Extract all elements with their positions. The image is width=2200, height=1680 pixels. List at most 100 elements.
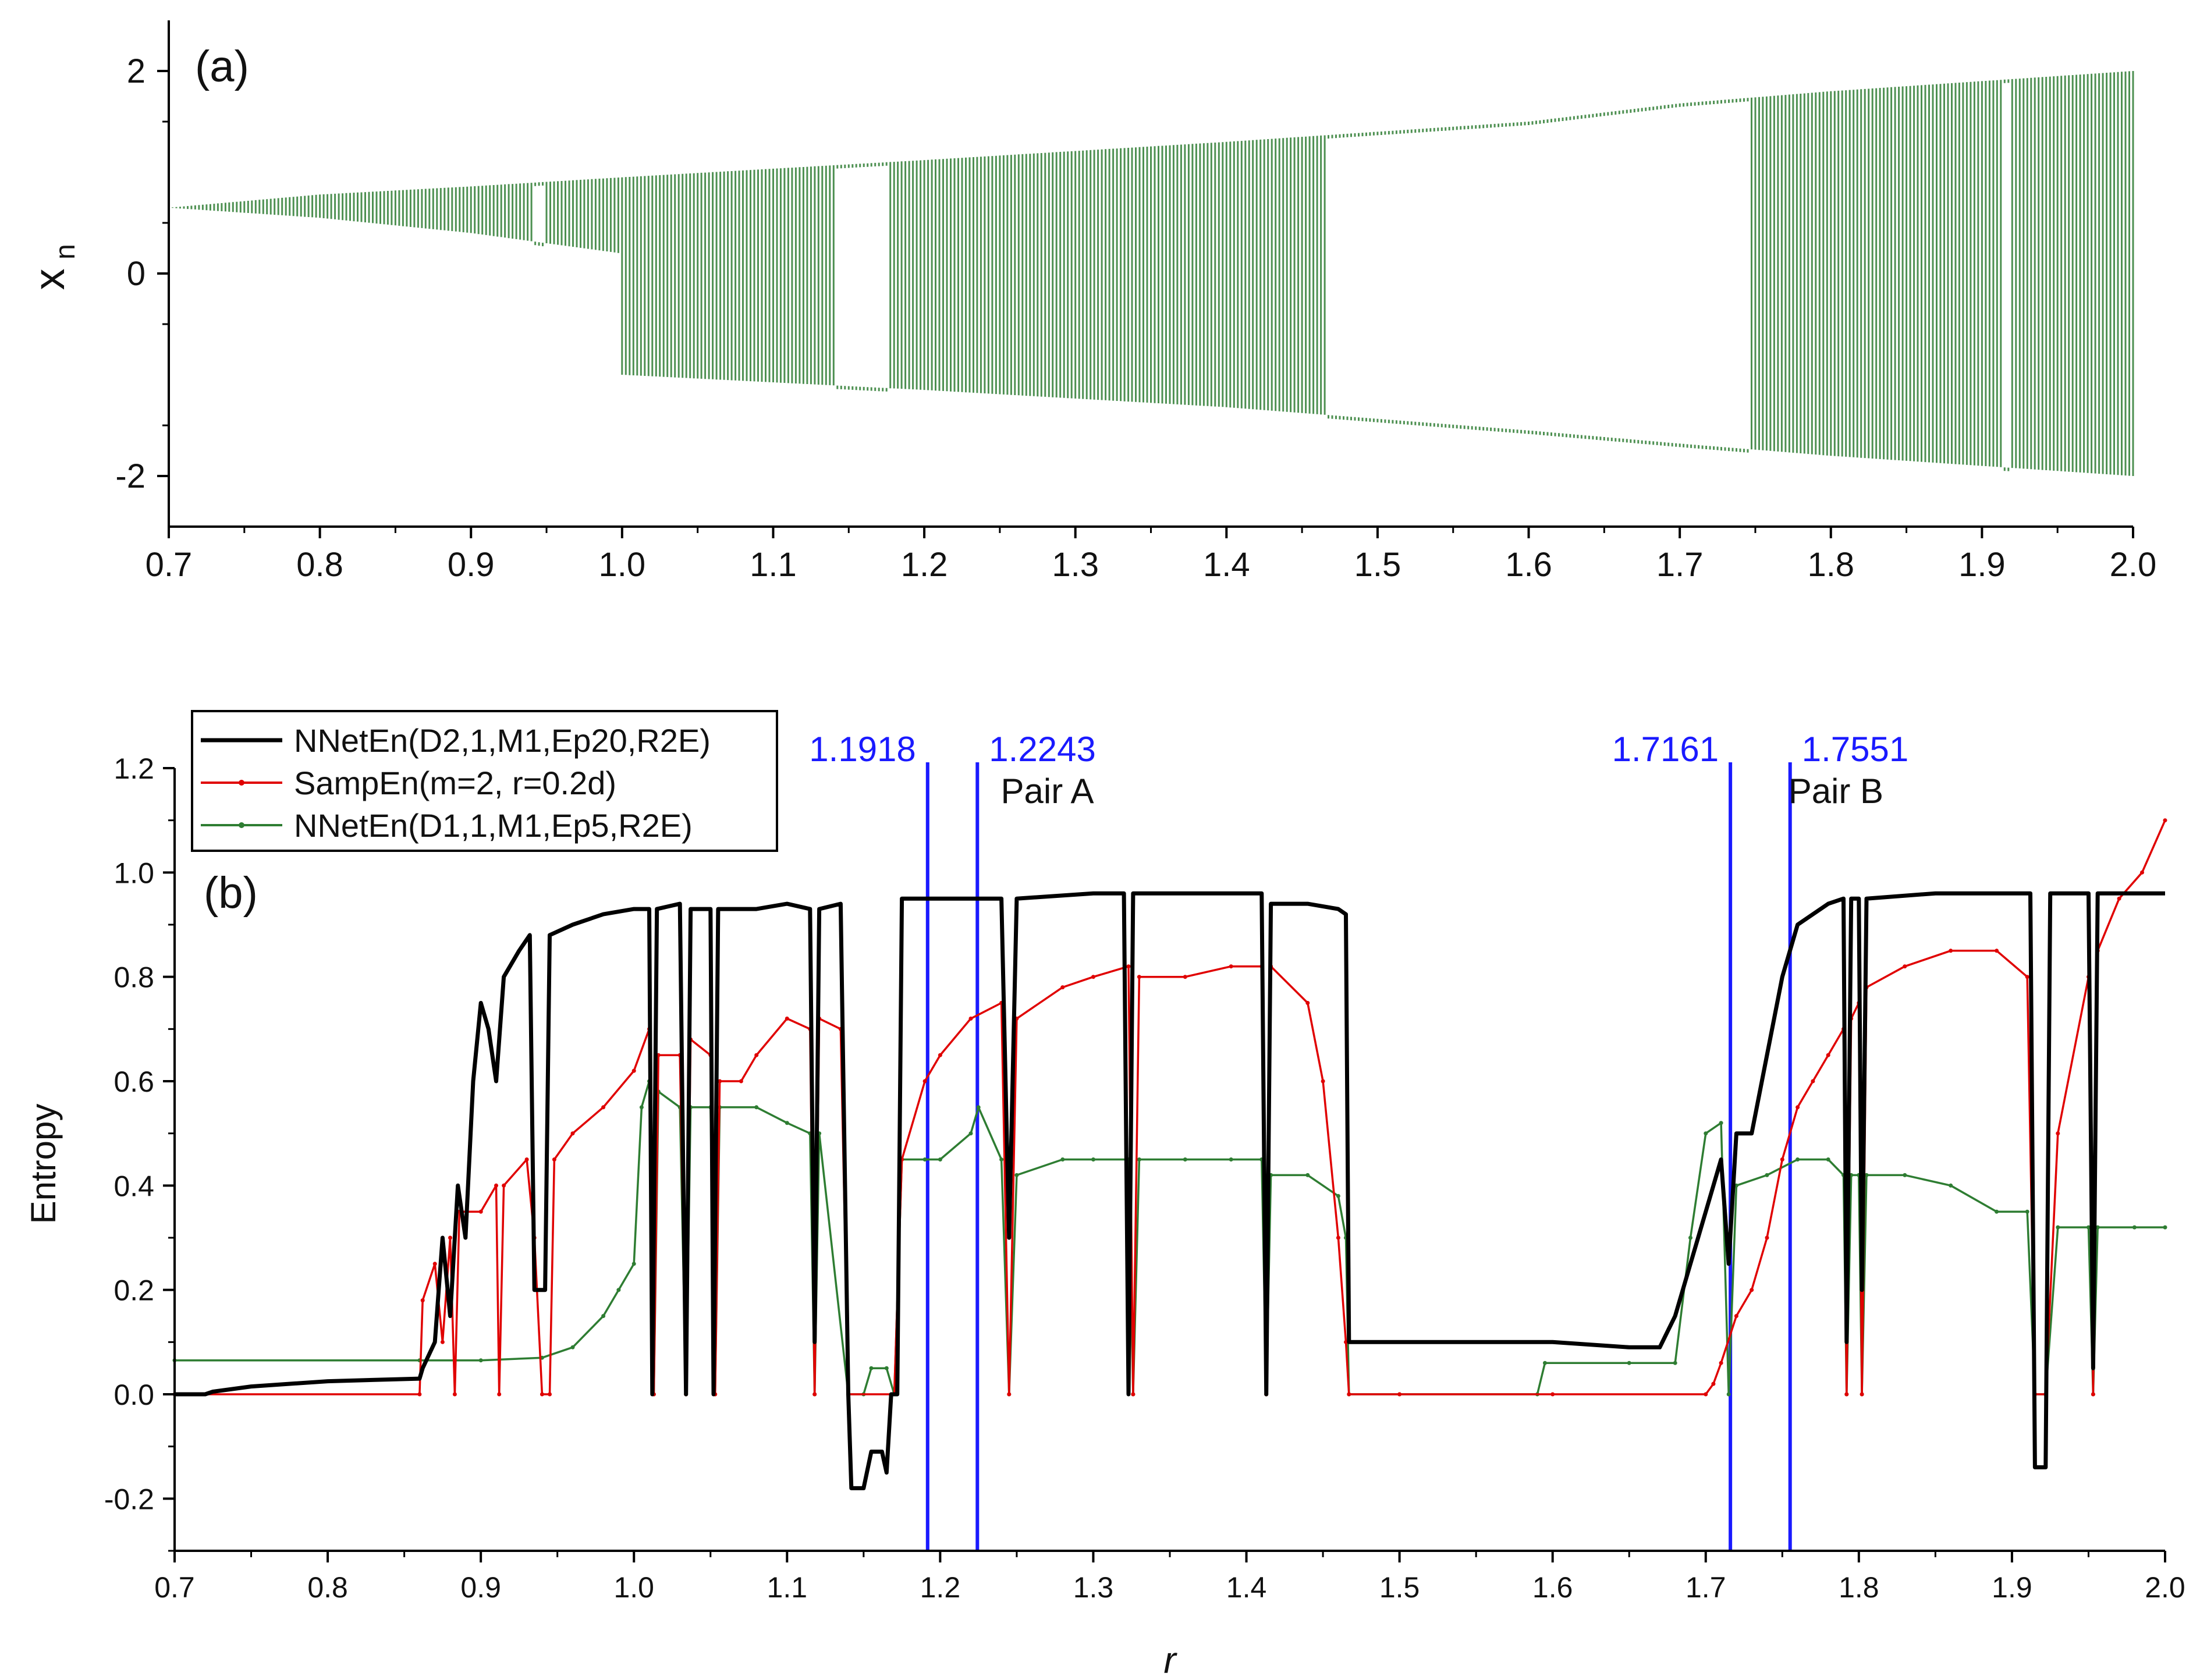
pair-label: Pair B [1789, 772, 1883, 811]
panel-b-ylabel: Entropy [24, 1104, 63, 1224]
panel-b-y-tick-label: 0.2 [113, 1274, 154, 1307]
panel-b-x-tick-label: 0.8 [307, 1571, 348, 1604]
panel-a-y-axis-title: x n [25, 244, 81, 290]
panel-b-label: (b) [204, 868, 258, 918]
panel-a-x-tick-label: 1.6 [1505, 546, 1552, 584]
series-point-2 [478, 1358, 483, 1363]
bifurcation-band [172, 71, 2134, 476]
series-point-2 [1183, 1157, 1187, 1162]
panel-b-x-tick-label: 1.0 [613, 1571, 654, 1604]
series-point-1 [1995, 949, 1999, 953]
series-point-1 [631, 1068, 636, 1073]
series-point-2 [570, 1345, 575, 1349]
panel-a-x-tick-label: 1.5 [1354, 546, 1401, 584]
series-point-1 [2163, 818, 2167, 823]
series-point-1 [417, 1392, 422, 1397]
panel-b-y-tick-label: -0.2 [104, 1483, 154, 1515]
series-point-2 [2132, 1225, 2137, 1230]
series-point-1 [1347, 1392, 1351, 1397]
series-point-1 [552, 1157, 556, 1162]
panel-b-x-tick-label: 1.1 [767, 1571, 808, 1604]
vertical-marker-label: 1.2243 [989, 730, 1096, 769]
series-point-2 [1137, 1157, 1141, 1162]
panel-b-x-tick-label: 0.7 [154, 1571, 195, 1604]
series-point-2 [1796, 1157, 1800, 1162]
panel-a-x-tick-label: 1.8 [1807, 546, 1854, 584]
series-point-1 [785, 1016, 789, 1021]
series-point-2 [631, 1262, 636, 1266]
series-point-1 [420, 1298, 425, 1303]
series-point-1 [452, 1392, 457, 1397]
series-point-2 [1091, 1157, 1095, 1162]
series-point-1 [1704, 1392, 1708, 1397]
legend-entry-sampen: SampEn(m=2, r=0.2d) [201, 765, 616, 801]
panel-b-xlabel: r [1163, 1639, 1177, 1680]
series-point-2 [884, 1366, 889, 1370]
panel-b-y-tick-labels: -0.2 0.0 0.2 0.4 0.6 0.8 1.0 1.2 [104, 752, 154, 1515]
panel-b-x-tick-label: 1.3 [1073, 1571, 1114, 1604]
series-point-1 [739, 1079, 743, 1084]
series-point-1 [448, 1235, 452, 1240]
series-point-2 [1336, 1194, 1340, 1198]
pair-annotations: Pair A Pair B [1000, 772, 1883, 811]
vertical-markers [925, 762, 1792, 1551]
series-point-1 [548, 1392, 552, 1397]
entropy-series [172, 818, 2167, 1490]
series-point-2 [2056, 1225, 2060, 1230]
series-point-2 [2025, 1209, 2029, 1214]
series-point-2 [639, 1105, 644, 1110]
series-point-2 [1719, 1121, 1723, 1125]
legend-label-sampen: SampEn(m=2, r=0.2d) [294, 765, 616, 801]
legend: NNetEn(D2,1,M1,Ep20,R2E) SampEn(m=2, r=0… [191, 710, 778, 852]
panel-b-y-tick-label: 1.0 [113, 857, 154, 889]
panel-b-entropy: 0.7 0.8 0.9 1.0 1.1 1.2 1.3 1.4 1.5 1.6 1.7 1.8 1.9 2… [24, 710, 2185, 1680]
series-point-1 [524, 1157, 529, 1162]
panel-b-x-tick-labels: 0.7 0.8 0.9 1.0 1.1 1.2 1.3 1.4 1.5 1.6 1.7 1.8 1.9 2… [154, 1571, 2185, 1604]
panel-b-x-tick-label: 1.4 [1226, 1571, 1267, 1604]
panel-a-x-tick-label: 1.9 [1958, 546, 2006, 584]
panel-a-x-tick-label: 1.2 [901, 546, 948, 584]
series-point-1 [754, 1053, 759, 1057]
series-point-1 [1131, 1392, 1136, 1397]
series-point-2 [1903, 1173, 1907, 1177]
panel-a-ylabel: x [25, 269, 73, 290]
panel-b-y-tick-label: 1.2 [113, 752, 154, 785]
series-point-1 [1780, 1157, 1784, 1162]
series-point-1 [1321, 1079, 1325, 1084]
legend-marker-red [239, 780, 244, 786]
series-point-1 [1305, 1001, 1310, 1005]
panel-b-x-tick-label: 1.5 [1379, 1571, 1420, 1604]
legend-label-nnetEn-d2: NNetEn(D2,1,M1,Ep20,R2E) [294, 722, 711, 759]
panel-a-x-tick-label: 0.7 [146, 546, 193, 584]
series-point-2 [938, 1157, 942, 1162]
panel-a-x-tick-label: 2.0 [2110, 546, 2157, 584]
series-point-1 [1126, 964, 1131, 969]
panel-b-y-tick-label: 0.4 [113, 1170, 154, 1202]
series-point-1 [1229, 964, 1233, 969]
vertical-marker-label: 1.1918 [809, 730, 916, 769]
series-point-1 [1344, 1340, 1348, 1344]
series-point-1 [1007, 1392, 1012, 1397]
legend-entry-nnetEn-d1: NNetEn(D1,1,M1,Ep5,R2E) [201, 807, 693, 844]
series-point-2 [1726, 1392, 1731, 1397]
series-point-1 [1750, 1288, 1754, 1292]
panel-b-axes [163, 767, 2166, 1562]
series-point-1 [1397, 1392, 1402, 1397]
series-point-2 [616, 1288, 621, 1292]
vertical-marker-label: 1.7551 [1802, 730, 1909, 769]
panel-a-x-tick-label: 1.1 [750, 546, 797, 584]
series-point-1 [1844, 1392, 1849, 1397]
series-point-1 [1719, 1361, 1723, 1365]
series-point-1 [2056, 1131, 2060, 1136]
series-point-1 [432, 1262, 437, 1266]
series-point-1 [1765, 1235, 1769, 1240]
series-point-2 [999, 1157, 1004, 1162]
series-point-1 [601, 1105, 606, 1110]
bifurcation-points [172, 71, 2134, 476]
panel-a-x-tick-label: 1.0 [599, 546, 646, 584]
series-point-1 [938, 1053, 942, 1057]
series-point-2 [1704, 1131, 1708, 1136]
legend-marker-green [239, 822, 244, 828]
series-point-1 [570, 1131, 575, 1136]
series-point-1 [1183, 975, 1187, 979]
